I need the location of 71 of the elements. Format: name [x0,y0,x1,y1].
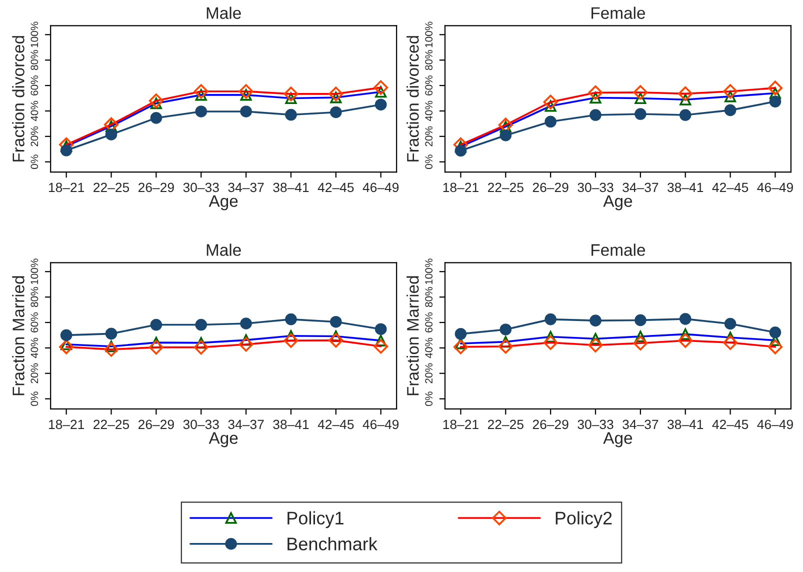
y-tick-label: 20% [30,363,38,384]
x-tick-label: 38–41 [668,182,704,192]
y-tick-label: 80% [425,286,433,308]
y-tick-label: 0% [30,392,38,406]
legend-label: Benchmark [288,537,378,550]
y-tick-label: 20% [425,363,433,384]
x-tick-label: 34–37 [622,182,658,192]
y-tick-label: 60% [30,75,38,96]
x-tick-label: 22–25 [94,420,130,430]
x-tick-label: 18–21 [48,182,84,192]
x-tick-label: 34–37 [228,182,264,192]
y-axis-title: Fraction divorced [12,36,24,162]
x-tick-label: 38–41 [668,420,704,430]
x-tick-label: 38–41 [273,182,309,192]
x-tick-label: 42–45 [318,420,354,430]
x-tick-label: 26–29 [138,182,174,192]
y-tick-label: 0% [425,392,433,406]
x-tick-label: 18–21 [443,420,478,430]
x-tick-label: 22–25 [94,182,130,192]
x-axis-title: Age [603,432,632,448]
x-tick-label: 30–33 [578,182,614,192]
y-tick-label: 80% [30,286,38,308]
chart-title: Male [206,6,241,19]
x-tick-label: 30–33 [183,182,219,192]
y-axis-title: Fraction divorced [406,36,419,162]
x-tick-label: 30–33 [578,420,614,430]
y-tick-label: 20% [30,126,38,146]
x-tick-label: 46–49 [362,182,399,192]
x-axis-title: Age [208,195,238,210]
y-axis-title: Fraction Married [12,276,24,396]
x-tick-label: 30–33 [183,420,219,430]
y-tick-label: 100% [30,22,38,48]
x-tick-label: 26–29 [138,420,174,430]
x-tick-label: 18–21 [48,420,84,430]
y-tick-label: 100% [425,22,433,48]
chart-title: Female [592,244,646,256]
y-tick-label: 40% [30,338,38,358]
legend-label: Policy1 [288,511,344,528]
x-axis-title: Age [208,432,238,448]
y-tick-label: 60% [30,312,38,332]
y-axis-title: Fraction Married [406,276,419,396]
y-tick-label: 100% [30,258,38,284]
y-tick-label: 20% [425,126,433,146]
x-tick-label: 38–41 [273,420,309,430]
x-tick-label: 26–29 [532,420,568,430]
x-tick-label: 42–45 [318,182,354,192]
x-tick-label: 42–45 [712,420,748,430]
x-tick-label: 22–25 [488,420,524,430]
y-tick-label: 40% [425,338,433,358]
x-tick-label: 34–37 [622,420,658,430]
x-axis-title: Age [603,195,632,210]
y-tick-label: 60% [425,75,433,96]
y-tick-label: 40% [425,100,433,122]
x-tick-label: 46–49 [757,420,793,430]
x-tick-label: 46–49 [757,182,793,192]
x-tick-label: 34–37 [228,420,264,430]
legend-label: Policy2 [556,511,612,528]
x-tick-label: 18–21 [443,182,478,192]
y-tick-label: 40% [30,100,38,122]
y-tick-label: 0% [30,154,38,169]
chart-title: Male [206,244,241,256]
x-tick-label: 46–49 [362,420,399,430]
chart-title: Female [592,6,646,19]
y-tick-label: 100% [425,258,433,284]
x-tick-label: 42–45 [712,182,748,192]
y-tick-label: 60% [425,312,433,332]
y-tick-label: 80% [425,50,433,70]
x-tick-label: 26–29 [532,182,568,192]
y-tick-label: 80% [30,50,38,70]
x-tick-label: 22–25 [488,182,524,192]
y-tick-label: 0% [425,154,433,169]
